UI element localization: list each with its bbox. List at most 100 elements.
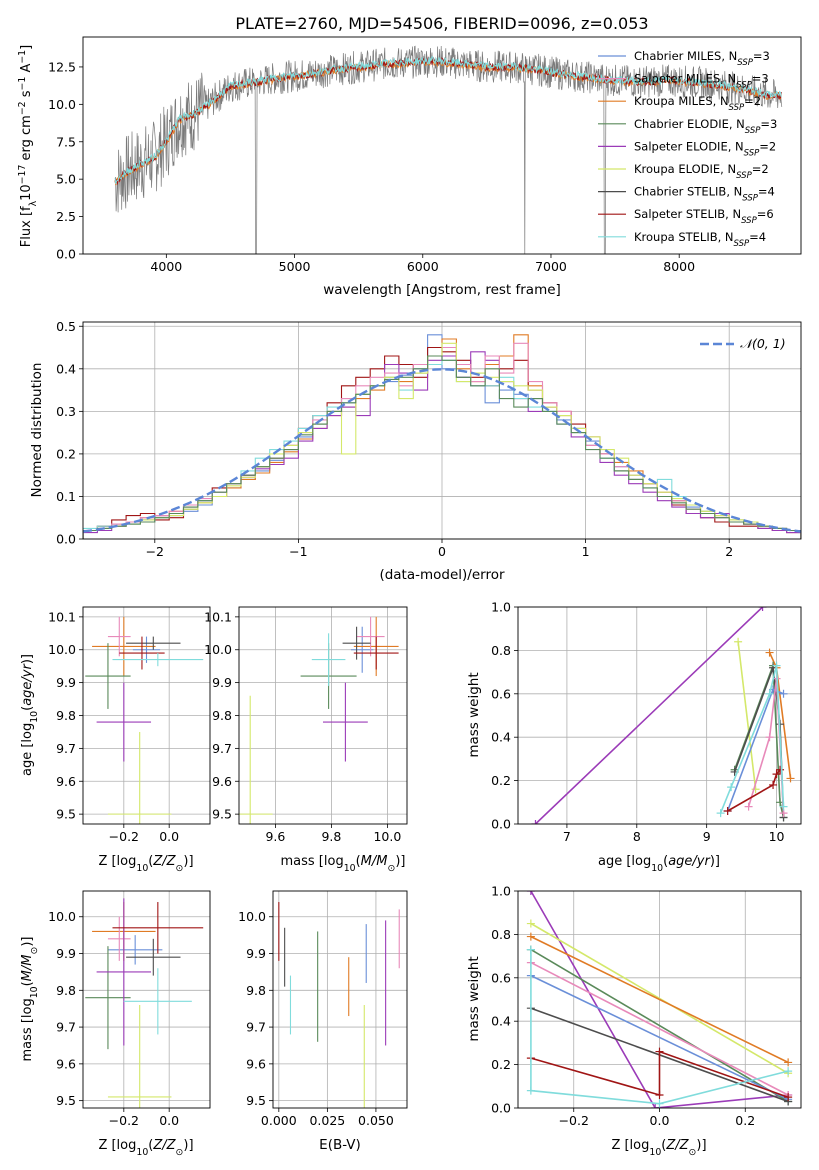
x-axis-label: mass [log10(M/M⊙)] <box>281 854 406 874</box>
label-part: 10 <box>136 863 148 874</box>
plot-area: 4000 5000 6000 7000 80000.02.55.07.510.012.5… <box>17 36 802 1158</box>
y-tick-label: 9.9 <box>246 946 266 961</box>
y-tick-label: 12.5 <box>48 59 76 74</box>
y-tick-label: 9.9 <box>56 946 76 961</box>
y-axis-label: age [log10(age/yr)] <box>20 654 40 776</box>
y-tick-label: 9.6 <box>246 1056 266 1071</box>
weight-series-marker <box>655 1099 664 1108</box>
y-tick-label: 0.4 <box>491 730 511 745</box>
y-tick-label: 9.7 <box>212 741 232 756</box>
legend-label-part: =2 <box>744 94 761 108</box>
y-axis-label: mass weight <box>466 672 482 757</box>
data-point <box>112 902 204 954</box>
legend-label-part: =4 <box>758 185 775 199</box>
x-tick-label: 5000 <box>279 259 311 274</box>
y-tick-label: 9.5 <box>56 807 76 822</box>
y-axis-label: Normed distribution <box>29 363 45 498</box>
legend-label-part: Chabrier STELIB, N <box>634 185 742 199</box>
weight-series-marker <box>779 689 788 698</box>
axes-frame <box>272 890 408 1109</box>
weight-series-marker <box>765 733 774 742</box>
weight-series-marker <box>526 919 535 928</box>
label-part: Z [log <box>98 1138 136 1153</box>
x-tick-label: 1 <box>582 544 590 559</box>
y-tick-label: 7.5 <box>56 134 76 149</box>
y-tick-label: 9.6 <box>212 774 232 789</box>
label-part: ⊙ <box>387 863 395 874</box>
y-tick-label: 9.6 <box>56 1056 76 1071</box>
weight-series-marker <box>526 932 535 941</box>
x-tick-label: 0.0 <box>650 1113 670 1128</box>
y-tick-label: 9.8 <box>56 708 76 723</box>
x-tick-label: 7 <box>563 829 571 844</box>
weight-series-marker <box>716 809 725 818</box>
legend-label-part: SSP <box>745 126 761 136</box>
x-tick-label: 10 <box>769 829 785 844</box>
label-part: age/yr <box>668 854 711 869</box>
y-tick-label: 10.0 <box>48 909 76 924</box>
legend-label: Kroupa MILES, NSSP=2 <box>634 94 761 113</box>
legend-label-part: SSP <box>736 81 752 91</box>
y-tick-label: 10.0 <box>48 97 76 112</box>
weight-series-marker <box>723 806 732 815</box>
weight-series-marker <box>765 648 774 657</box>
data-point <box>107 1005 172 1108</box>
axes-frame <box>82 890 211 1109</box>
data-point <box>126 938 181 976</box>
y-tick-label: 0.5 <box>56 319 76 334</box>
label-part: )] <box>20 937 35 947</box>
label-part: )] <box>183 1138 193 1153</box>
label-part: )] <box>696 1138 706 1153</box>
weight-series-marker <box>734 637 743 646</box>
weight-series-line <box>530 949 789 1105</box>
y-tick-label: 0.0 <box>56 247 76 262</box>
weight-series-line <box>530 974 789 1101</box>
data-point <box>119 636 165 670</box>
y-tick-label: 0.0 <box>491 1101 511 1116</box>
legend-label-part: Salpeter ELODIE, N <box>634 139 744 153</box>
legend-label-part: =2 <box>752 162 769 176</box>
label-part: −1 <box>17 50 28 64</box>
x-axis-label: wavelength [Angstrom, rest frame] <box>323 282 561 298</box>
x-axis-label: age [log10(age/yr)] <box>598 854 720 874</box>
y-tick-label: 0.0 <box>491 817 511 832</box>
x-tick-label: 2 <box>725 544 733 559</box>
y-tick-label: 10.0 <box>204 642 232 657</box>
label-part: age [log <box>20 723 35 776</box>
legend-label: 𝒩(0, 1) <box>740 336 786 351</box>
x-tick-label: 8 <box>633 829 641 844</box>
x-tick-label: 9 <box>703 829 711 844</box>
label-part: mass [log <box>20 998 35 1061</box>
weight-series-marker <box>769 780 778 789</box>
label-part: Z/Z <box>152 1138 176 1153</box>
label-part: age/yr <box>20 662 35 705</box>
axes-frame <box>517 890 802 1109</box>
label-part: Z/Z <box>152 854 176 869</box>
x-tick-label: −0.2 <box>109 1113 139 1128</box>
weight-series-marker <box>772 661 781 670</box>
label-part: −2 <box>17 101 28 115</box>
label-part: ⊙ <box>176 1147 184 1158</box>
y-tick-label: 0.3 <box>56 404 76 419</box>
data-point <box>323 682 368 762</box>
label-part: ( <box>20 981 35 986</box>
y-tick-label: 9.5 <box>246 1093 266 1108</box>
model-spectrum-line <box>114 56 782 185</box>
y-tick-label: 9.8 <box>56 983 76 998</box>
x-tick-label: 6000 <box>407 259 439 274</box>
axes-spectrum: 4000 5000 6000 7000 8000 0.0 2.5 5.0 7.5 10.0 12.5… <box>17 36 802 298</box>
axes-mass_vs_EBV: 0.000 0.025 0.050 9.5 9.6 9.7 9.8 9.9 10.0 E(B-V) <box>238 890 408 1153</box>
label-part: M/M <box>20 955 35 982</box>
x-tick-label: −0.2 <box>109 829 139 844</box>
y-tick-label: 1.0 <box>491 884 511 899</box>
label-part: )] <box>395 854 405 869</box>
weight-series-line <box>530 1050 789 1098</box>
y-tick-label: 10.0 <box>238 909 266 924</box>
legend-label-part: SSP <box>744 148 760 158</box>
y-tick-label: 5.0 <box>56 172 76 187</box>
x-tick-label: 10.0 <box>373 829 401 844</box>
label-part: 10 <box>649 1147 661 1158</box>
legend-label: Chabrier MILES, NSSP=3 <box>634 49 770 68</box>
axes-weight_vs_Z: −0.2 0.0 0.2 0.0 0.2 0.4 0.6 0.8 1.0 Z [log10(Z/Z… <box>466 884 802 1158</box>
y-tick-label: 1.0 <box>491 600 511 615</box>
